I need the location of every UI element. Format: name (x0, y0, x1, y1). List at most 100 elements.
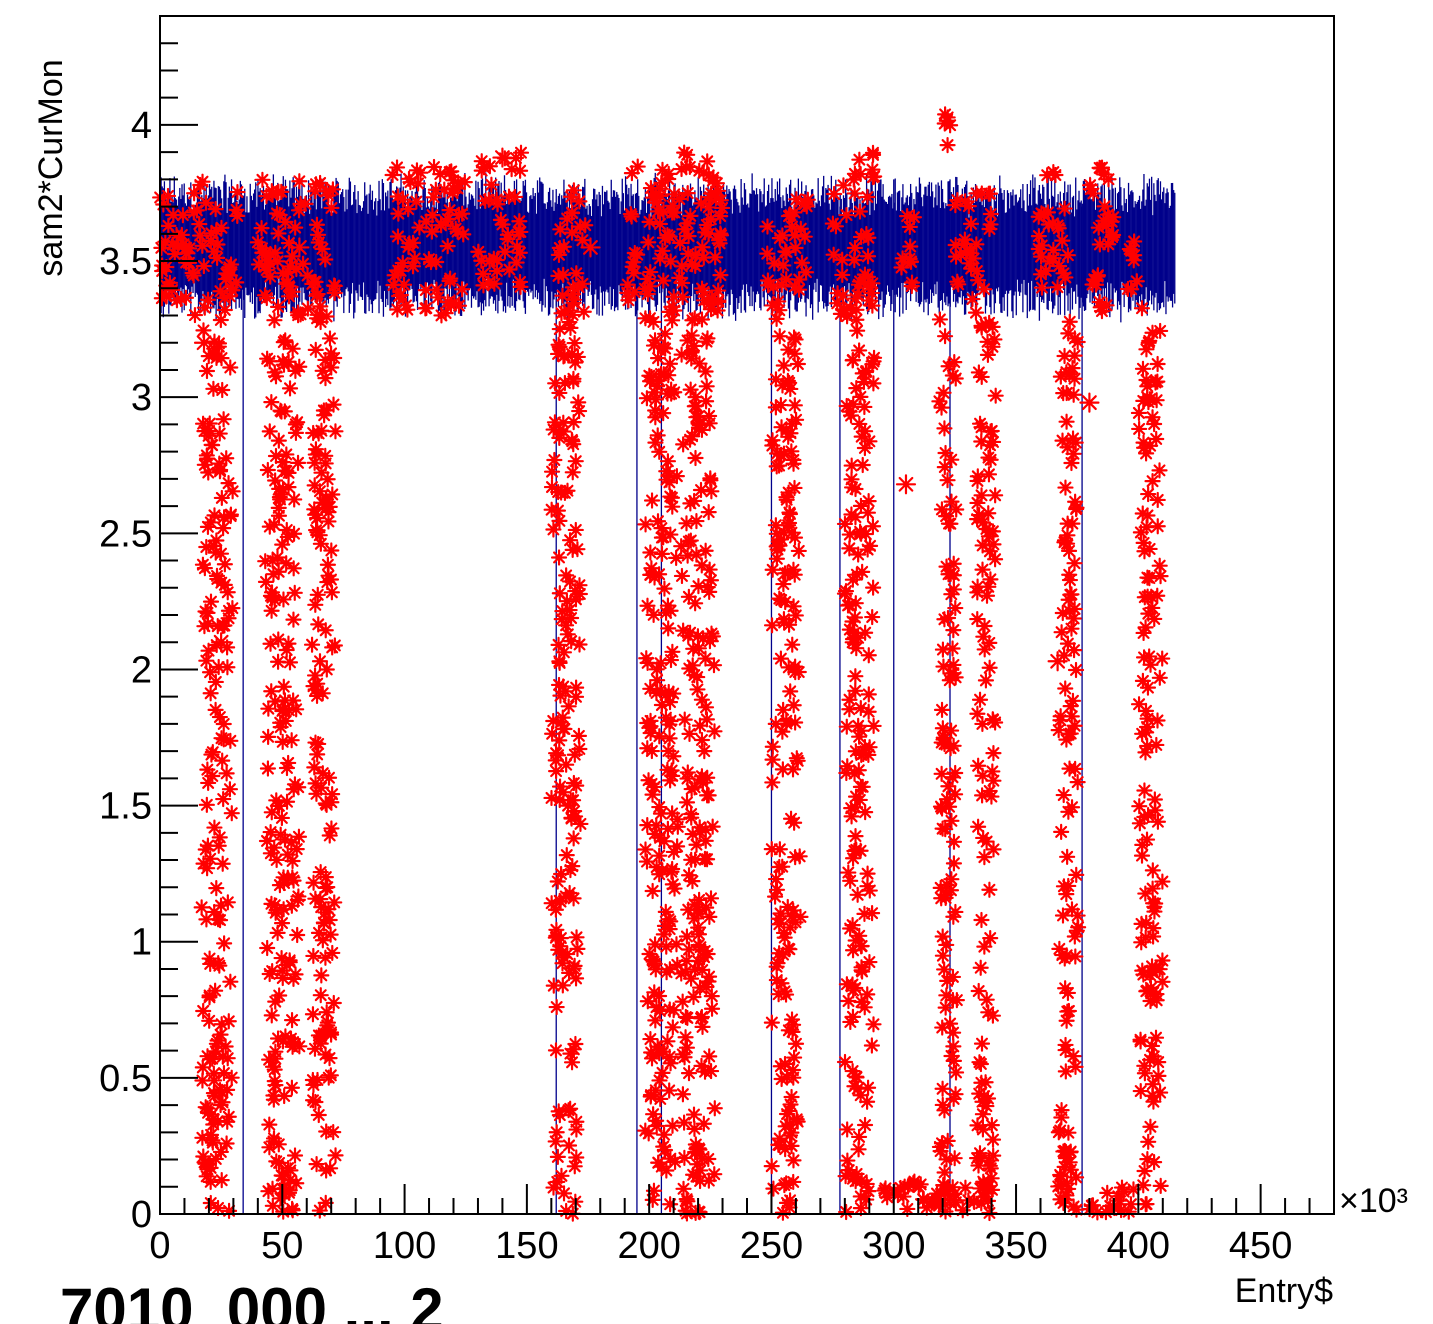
red-star-marker (982, 423, 999, 440)
red-star-marker (432, 217, 450, 234)
red-star-marker (551, 512, 568, 529)
red-star-marker (836, 585, 854, 602)
red-star-marker (286, 1147, 304, 1164)
red-star-marker (1132, 1082, 1149, 1100)
red-star-marker (691, 823, 708, 840)
red-star-marker (785, 902, 802, 919)
red-star-marker (664, 298, 681, 315)
red-star-marker (1060, 726, 1077, 743)
x-tick-label: 100 (373, 1225, 436, 1267)
red-star-marker (269, 253, 286, 270)
red-star-marker (561, 314, 578, 331)
red-star-marker (570, 394, 587, 411)
red-star-marker (687, 246, 704, 264)
red-star-marker (652, 655, 669, 672)
red-star-marker (1056, 1158, 1073, 1175)
red-star-marker (195, 1148, 212, 1165)
red-star-marker (258, 832, 276, 850)
red-star-marker (211, 463, 229, 480)
red-star-marker (1058, 413, 1075, 430)
red-star-marker (221, 261, 238, 278)
red-star-marker (282, 258, 299, 275)
red-star-marker (312, 174, 329, 192)
red-star-marker (936, 729, 954, 746)
red-star-marker (973, 487, 990, 504)
red-star-marker (636, 280, 653, 297)
red-star-marker (324, 786, 341, 803)
red-star-marker (860, 647, 877, 664)
red-star-marker (418, 213, 435, 230)
red-star-marker (563, 632, 580, 650)
red-star-marker (982, 571, 999, 588)
red-star-marker (1059, 527, 1076, 544)
red-star-marker (954, 1202, 971, 1219)
red-star-marker (216, 509, 233, 526)
red-star-marker (184, 264, 201, 282)
red-star-marker (971, 691, 989, 708)
red-star-marker (323, 359, 340, 376)
red-star-marker (700, 225, 717, 243)
red-star-marker (674, 1086, 692, 1103)
red-star-marker (205, 380, 222, 397)
red-star-marker (693, 1057, 710, 1075)
red-star-marker (269, 924, 286, 941)
red-star-marker (1139, 507, 1156, 524)
red-star-marker (304, 275, 321, 293)
red-star-marker (307, 1093, 324, 1111)
red-star-marker (1146, 898, 1163, 915)
red-star-marker (1138, 724, 1155, 741)
red-star-marker (702, 189, 719, 206)
red-star-marker (327, 423, 344, 440)
red-star-marker (928, 1185, 946, 1202)
red-star-marker (701, 908, 718, 925)
red-star-marker (850, 1141, 867, 1158)
red-star-marker (282, 1171, 299, 1188)
red-star-marker (703, 483, 720, 500)
red-star-marker (979, 1192, 997, 1209)
red-star-marker (194, 1072, 211, 1089)
red-star-marker (676, 221, 693, 238)
red-star-marker (275, 678, 292, 695)
red-star-marker (570, 727, 588, 744)
red-star-marker (666, 204, 683, 221)
red-star-marker (782, 380, 799, 398)
red-star-marker (644, 1191, 661, 1208)
red-star-marker (691, 1172, 709, 1190)
red-star-marker (270, 1154, 288, 1172)
red-star-marker (664, 197, 681, 214)
red-star-marker (1138, 914, 1155, 931)
red-star-marker (267, 472, 284, 489)
red-star-marker (218, 765, 235, 782)
red-star-marker (693, 691, 710, 708)
red-star-marker (945, 665, 962, 682)
red-star-marker (966, 1193, 983, 1211)
red-star-marker (569, 348, 586, 366)
red-star-marker (792, 220, 809, 237)
red-star-marker (201, 989, 218, 1006)
red-star-marker (280, 754, 297, 772)
red-star-marker (512, 223, 529, 241)
red-star-marker (682, 970, 700, 987)
red-star-marker (204, 437, 221, 454)
red-star-marker (1112, 1201, 1130, 1219)
red-star-marker (971, 1145, 989, 1162)
red-star-marker (686, 779, 703, 796)
red-star-marker (838, 718, 855, 735)
red-star-marker (637, 1122, 654, 1139)
red-star-marker (943, 493, 960, 510)
red-star-marker (406, 250, 423, 267)
red-star-marker (205, 537, 222, 555)
red-star-marker (555, 348, 572, 365)
red-star-marker (694, 239, 711, 256)
red-star-marker (206, 903, 223, 921)
red-star-marker (259, 939, 276, 957)
red-star-marker (690, 926, 708, 943)
red-star-marker (787, 849, 804, 866)
red-star-marker (688, 397, 705, 414)
red-star-marker (317, 622, 334, 639)
red-star-marker (1136, 543, 1153, 560)
red-star-marker (852, 165, 869, 183)
red-star-marker (973, 433, 990, 450)
red-star-marker (976, 1087, 993, 1105)
red-star-marker (987, 551, 1004, 568)
